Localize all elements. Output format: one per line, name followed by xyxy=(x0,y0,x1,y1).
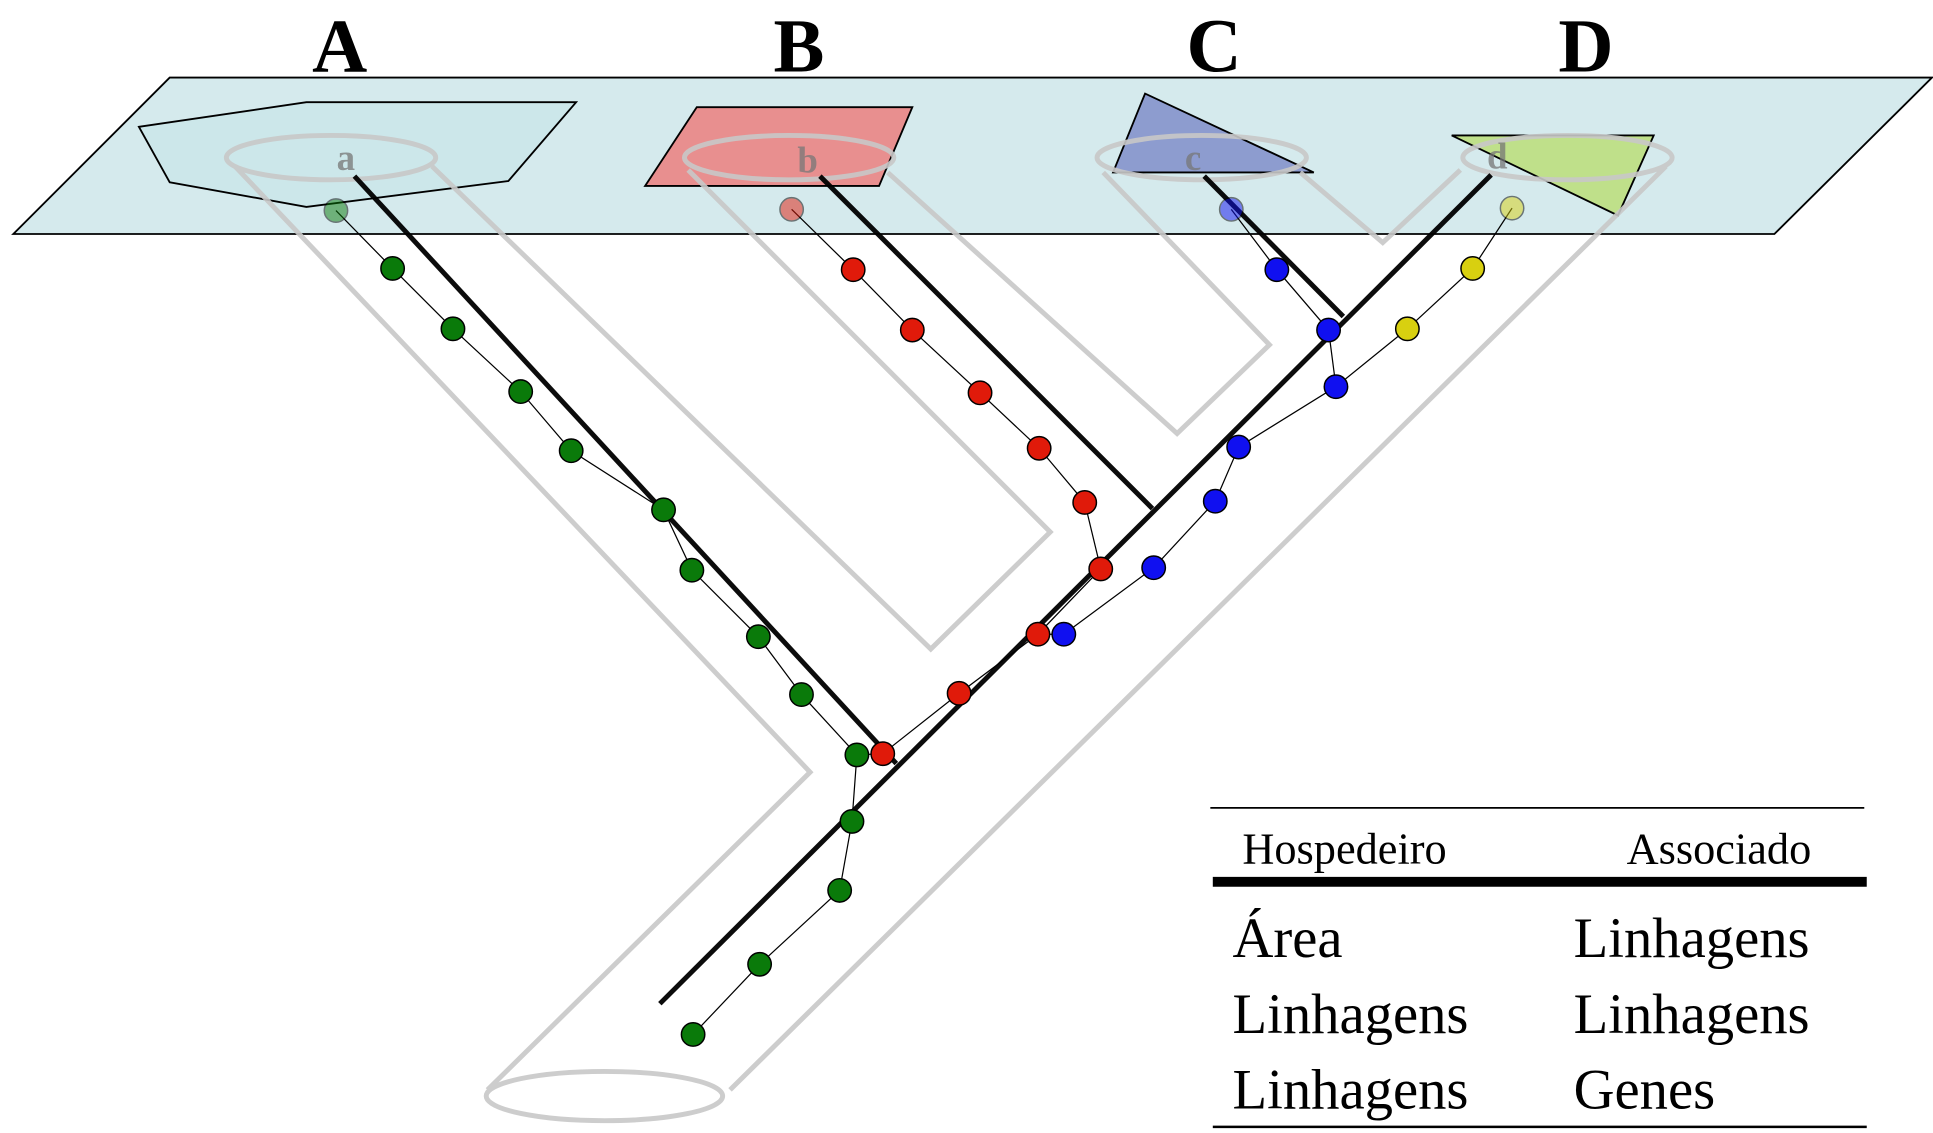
lineage-node xyxy=(559,439,582,462)
lineage-node xyxy=(845,743,868,766)
lineage-node xyxy=(1461,257,1484,280)
table-header: Associado xyxy=(1627,823,1812,873)
table-cell: Linhagens xyxy=(1233,1059,1469,1121)
plane xyxy=(13,78,1932,234)
lineage-node xyxy=(1073,491,1096,514)
lineage-node xyxy=(828,879,851,902)
lineage-node xyxy=(947,682,970,705)
lineage-node xyxy=(324,199,347,222)
lineage-node xyxy=(509,380,532,403)
table-header: Hospedeiro xyxy=(1242,823,1446,873)
lineage-node xyxy=(842,258,865,281)
lineage-node xyxy=(1500,196,1523,219)
area-label: b xyxy=(797,139,818,180)
lineage-node xyxy=(1089,557,1112,580)
lineage-node xyxy=(1265,258,1288,281)
lineage-node xyxy=(1204,490,1227,513)
lineage-node xyxy=(901,318,924,341)
table-cell: Linhagens xyxy=(1574,984,1810,1046)
lineage-node xyxy=(1317,318,1340,341)
lineage-node xyxy=(1396,317,1419,340)
table-cell: Linhagens xyxy=(1574,908,1810,970)
lineage-node xyxy=(1142,556,1165,579)
lineage-node xyxy=(747,625,770,648)
lineage-node xyxy=(968,381,991,404)
lineage-node xyxy=(1027,437,1050,460)
lineage-node xyxy=(1324,375,1347,398)
table: Hospedeiro Associado Área Linhagens Linh… xyxy=(1210,808,1866,1127)
region-label: B xyxy=(774,3,825,88)
lineage-node xyxy=(790,683,813,706)
lineage-node xyxy=(381,257,404,280)
lineage-node xyxy=(840,810,863,833)
tube xyxy=(226,135,1672,1120)
lineage-node xyxy=(1220,198,1243,221)
lineage-node xyxy=(441,317,464,340)
table-cell: Área xyxy=(1233,908,1343,970)
lineage-node xyxy=(780,198,803,221)
lineage-node xyxy=(1227,435,1250,458)
area-label: a xyxy=(337,137,355,178)
lineage-link xyxy=(792,209,1101,755)
region-label: A xyxy=(312,3,367,88)
lineage-node xyxy=(748,953,771,976)
lineage-node xyxy=(1052,623,1075,646)
table-cell: Linhagens xyxy=(1233,984,1469,1046)
lineage-node xyxy=(871,742,894,765)
area-label: d xyxy=(1487,136,1508,177)
lineage-node xyxy=(1026,623,1049,646)
region-label: D xyxy=(1558,3,1613,88)
table-cell: Genes xyxy=(1574,1059,1716,1121)
lineage-node xyxy=(681,1023,704,1046)
lineage-node xyxy=(680,558,703,581)
lineage-node xyxy=(652,498,675,521)
lineage-link xyxy=(336,211,857,1035)
diagram: A B C D a b c d Hospedeiro Associado Áre… xyxy=(0,0,1933,1133)
region-label: C xyxy=(1186,3,1241,88)
area-label: c xyxy=(1185,137,1201,178)
